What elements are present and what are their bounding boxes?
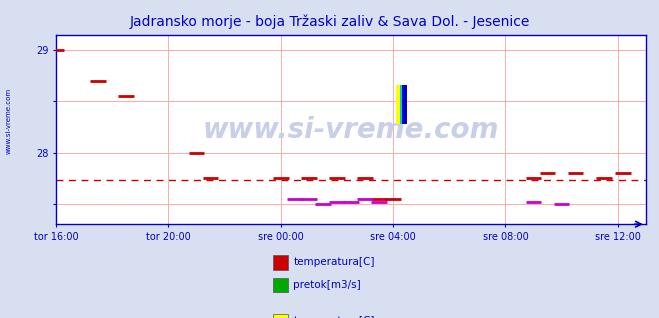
Bar bbox=[402, 85, 407, 124]
Text: pretok[m3/s]: pretok[m3/s] bbox=[293, 280, 361, 290]
Text: temperatura[C]: temperatura[C] bbox=[293, 316, 375, 318]
Text: www.si-vreme.com: www.si-vreme.com bbox=[203, 115, 499, 144]
Bar bbox=[396, 85, 403, 124]
Text: Jadransko morje - boja Tržaski zaliv & Sava Dol. - Jesenice: Jadransko morje - boja Tržaski zaliv & S… bbox=[129, 14, 530, 29]
Text: temperatura[C]: temperatura[C] bbox=[293, 257, 375, 267]
Bar bbox=[400, 85, 407, 124]
Text: www.si-vreme.com: www.si-vreme.com bbox=[5, 88, 11, 154]
